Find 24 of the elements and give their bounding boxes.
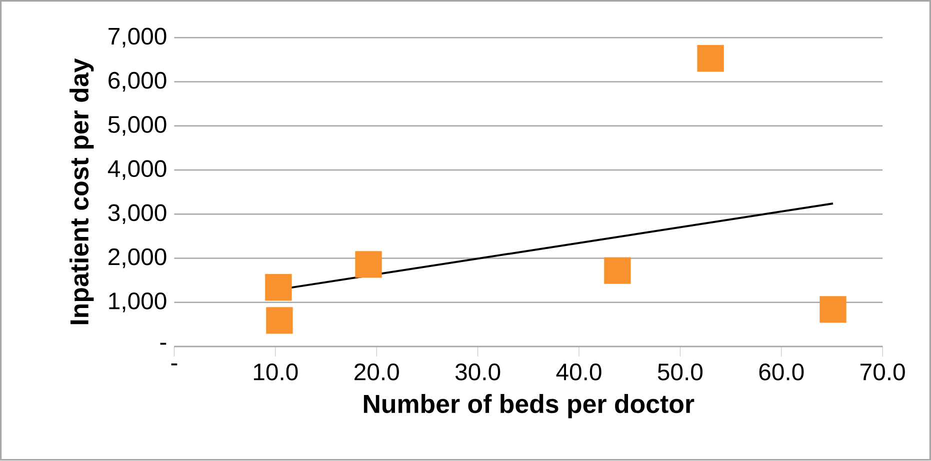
x-tick-label: 10.0 (254, 364, 298, 381)
y-axis-title: Inpatient cost per day (70, 58, 94, 324)
x-tick-label: 20.0 (354, 364, 399, 381)
point (265, 274, 292, 301)
y-tick-label: 3,000 (108, 204, 166, 224)
point (266, 307, 293, 334)
y-tick-label: 2,000 (108, 248, 166, 268)
x-tick-label: - (171, 364, 178, 366)
x-tick-label: 70.0 (860, 364, 905, 381)
x-axis-title: Number of beds per doctor (364, 394, 694, 418)
x-tick-label: 50.0 (658, 364, 703, 381)
y-tick-label: 1,000 (109, 292, 166, 312)
point (604, 257, 631, 284)
point (355, 251, 382, 278)
point (820, 296, 846, 323)
y-tick-label: 4,000 (108, 160, 166, 180)
y-tick-label: 5,000 (108, 116, 166, 136)
x-tick-label: 30.0 (455, 364, 500, 381)
y-tick-label: 6,000 (108, 72, 166, 92)
y-tick-label: 7,000 (108, 28, 166, 48)
point (697, 45, 724, 72)
y-tick-label: - (160, 343, 166, 345)
x-tick-label: 40.0 (556, 364, 602, 381)
x-tick-label: 60.0 (759, 364, 804, 381)
